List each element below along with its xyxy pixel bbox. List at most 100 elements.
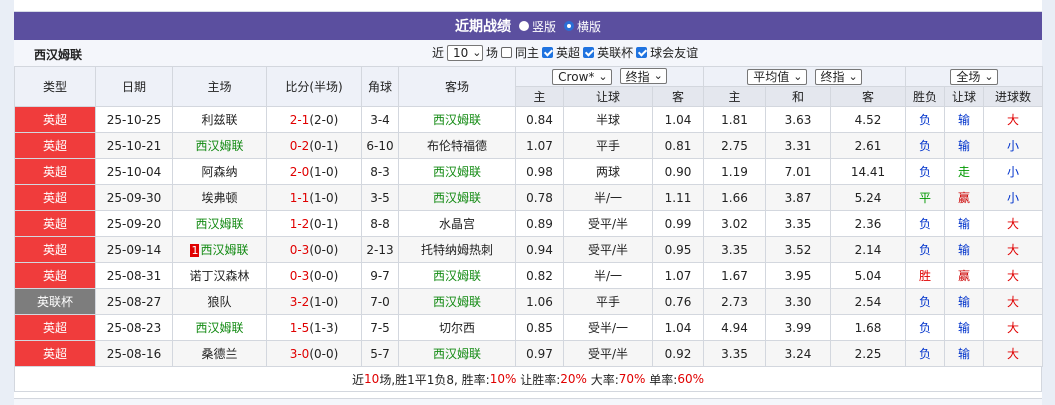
- view-option[interactable]: 横版: [564, 18, 601, 35]
- result: 小: [983, 132, 1044, 159]
- column-header: 客场: [398, 66, 516, 107]
- home-team: 狼队: [172, 288, 267, 315]
- odds: 0.95: [651, 236, 705, 263]
- odds-select[interactable]: 全场: [950, 68, 998, 85]
- summary-part: 大率:: [586, 372, 619, 387]
- home-name: 埃弗顿: [201, 191, 238, 205]
- score: 2-0(1-0): [266, 158, 362, 185]
- match-date: 25-10-21: [95, 132, 173, 159]
- corners: 7-5: [361, 314, 399, 341]
- result: 负: [905, 210, 946, 237]
- option-label: 竖版: [531, 19, 556, 34]
- odds-select[interactable]: 平均值: [747, 68, 807, 85]
- match-row: 英联杯 25-08-27 狼队 3-2(1-0) 7-0 西汉姆联 1.06 平手 0.76 2.…: [14, 288, 1044, 315]
- result: 输: [944, 288, 985, 315]
- odds-group-header: 平均值终指: [703, 66, 907, 87]
- match-date: 25-08-23: [95, 314, 173, 341]
- checkbox[interactable]: [636, 47, 648, 58]
- score: 0-2(0-1): [266, 132, 362, 159]
- column-header: 角球: [361, 66, 399, 107]
- result: 负: [905, 288, 946, 315]
- match-row: 英超 25-09-14 1 西汉姆联 0-3(0-0) 2-13 托特纳姆热刺 0.94 受平/…: [14, 236, 1044, 263]
- match-date: 25-10-25: [95, 106, 173, 133]
- odds: 1.66: [703, 184, 767, 211]
- checkbox-label: 同主: [515, 46, 540, 60]
- result: 赢: [944, 184, 985, 211]
- corners: 2-13: [361, 236, 399, 263]
- odds: 3.35: [703, 236, 767, 263]
- checkbox[interactable]: [583, 47, 595, 58]
- odds: 7.01: [765, 158, 832, 185]
- odds: 3.02: [703, 210, 767, 237]
- odds: 3.87: [765, 184, 832, 211]
- result: 输: [944, 106, 985, 133]
- odds: 1.19: [703, 158, 767, 185]
- half-score: (0-0): [309, 242, 339, 257]
- odds: 3.95: [765, 262, 832, 289]
- result: 大: [983, 314, 1044, 341]
- score: 1-2(0-1): [266, 210, 362, 237]
- odds-select[interactable]: 终指: [814, 68, 862, 85]
- half-score: (1-0): [309, 294, 339, 309]
- match-type: 英超: [14, 132, 96, 159]
- result: 负: [905, 158, 946, 185]
- result: 胜: [905, 262, 946, 289]
- match-date: 25-10-04: [95, 158, 173, 185]
- view-option[interactable]: 竖版: [518, 18, 556, 35]
- odds: 1.67: [703, 262, 767, 289]
- result: 负: [905, 236, 946, 263]
- checkbox[interactable]: [501, 47, 513, 58]
- odds: 3.52: [765, 236, 832, 263]
- score: 3-2(1-0): [266, 288, 362, 315]
- odds: 3.30: [765, 288, 832, 315]
- count-select[interactable]: 10: [447, 44, 484, 61]
- odds: 平手: [563, 288, 653, 315]
- away-team: 西汉姆联: [398, 184, 516, 211]
- match-date: 25-08-16: [95, 340, 173, 367]
- result: 输: [944, 210, 985, 237]
- odds: 2.61: [830, 132, 907, 159]
- odds-column-header: 胜负: [905, 86, 946, 107]
- home-team: 西汉姆联: [172, 132, 267, 159]
- match-date: 25-08-27: [95, 288, 173, 315]
- away-team: 西汉姆联: [398, 158, 516, 185]
- team-name: 西汉姆联: [34, 48, 83, 62]
- result: 大: [983, 262, 1044, 289]
- odds: 5.04: [830, 262, 907, 289]
- match-date: 25-09-20: [95, 210, 173, 237]
- odds: 0.89: [515, 210, 564, 237]
- score: 1-1(1-0): [266, 184, 362, 211]
- corners: 3-5: [361, 184, 399, 211]
- odds: 0.78: [515, 184, 564, 211]
- radio[interactable]: [564, 21, 574, 31]
- odds: 半球: [563, 106, 653, 133]
- home-name: 利兹联: [201, 113, 238, 127]
- radio[interactable]: [518, 21, 529, 31]
- next-section-edge: [14, 398, 1042, 405]
- odds: 3.24: [765, 340, 832, 367]
- checkbox-label: 球会友谊: [650, 46, 699, 60]
- match-type: 英超: [14, 314, 96, 341]
- odds: 1.07: [651, 262, 705, 289]
- odds-select[interactable]: Crow*: [552, 68, 612, 85]
- result: 负: [905, 106, 946, 133]
- odds-select[interactable]: 终指: [619, 68, 667, 85]
- odds: 2.25: [830, 340, 907, 367]
- half-score: (0-0): [309, 268, 339, 283]
- match-type: 英超: [14, 210, 96, 237]
- result: 走: [944, 158, 985, 185]
- home-team: 埃弗顿: [172, 184, 267, 211]
- odds: 0.76: [651, 288, 705, 315]
- odds: 1.06: [515, 288, 564, 315]
- corners: 8-8: [361, 210, 399, 237]
- odds: 1.68: [830, 314, 907, 341]
- half-score: (1-3): [309, 320, 339, 335]
- checkbox[interactable]: [542, 47, 554, 58]
- home-name: 西汉姆联: [200, 243, 249, 257]
- column-header: 比分(半场): [266, 66, 362, 107]
- summary-part: 70%: [618, 372, 646, 386]
- odds: 2.75: [703, 132, 767, 159]
- odds-column-header: 让球: [563, 86, 653, 107]
